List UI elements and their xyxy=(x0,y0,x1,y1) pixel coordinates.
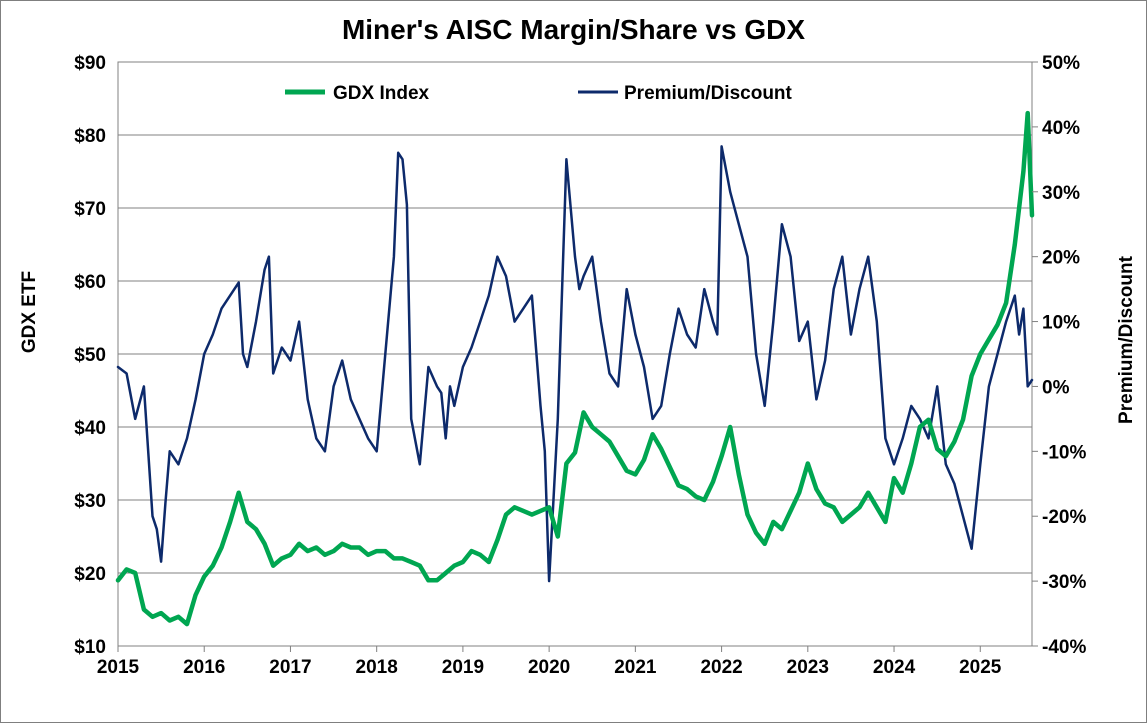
y2-axis-label: Premium/Discount xyxy=(1116,255,1137,424)
y2-tick-label: -30% xyxy=(1042,572,1086,593)
y-tick-label: $30 xyxy=(74,491,106,512)
y-axis-label: GDX ETF xyxy=(19,271,40,353)
y-tick-label: $10 xyxy=(74,637,106,658)
x-tick-label: 2022 xyxy=(700,657,742,678)
x-tick-label: 2025 xyxy=(959,657,1002,678)
y-tick-label: $50 xyxy=(74,345,106,366)
legend: GDX Index Premium/Discount xyxy=(285,83,793,104)
x-axis-ticks: 2015 2016 2017 2018 2019 2020 2021 2022 2023 2024… xyxy=(97,646,1002,678)
x-tick-label: 2019 xyxy=(442,657,484,678)
plot-area xyxy=(117,61,1033,647)
y2-tick-label: 20% xyxy=(1042,248,1080,269)
gridlines xyxy=(118,134,1032,574)
y-axis-ticks: $10 $20 $30 $40 $50 $60 $70 $80 $90 xyxy=(74,53,106,658)
x-tick-label: 2020 xyxy=(528,657,570,678)
x-tick-label: 2018 xyxy=(356,657,398,678)
y-tick-label: $70 xyxy=(74,199,106,220)
series-layer xyxy=(115,110,1035,627)
y2-tick-label: 30% xyxy=(1042,183,1080,204)
y2-tick-label: 0% xyxy=(1042,377,1070,398)
chart-title: Miner's AISC Margin/Share vs GDX xyxy=(341,14,806,45)
y-tick-label: $80 xyxy=(74,126,106,147)
y2-tick-label: 10% xyxy=(1042,313,1080,334)
y-tick-label: $40 xyxy=(74,418,106,439)
x-tick-label: 2024 xyxy=(873,657,916,678)
series-line-gdx-index xyxy=(115,110,1035,627)
y2-tick-label: -20% xyxy=(1042,507,1086,528)
legend-label-premium-discount: Premium/Discount xyxy=(624,83,793,104)
x-tick-label: 2021 xyxy=(614,657,657,678)
y2-tick-label: 50% xyxy=(1042,53,1080,74)
y-tick-label: $20 xyxy=(74,564,106,585)
y-tick-label: $90 xyxy=(74,53,106,74)
y2-tick-label: -40% xyxy=(1042,637,1086,658)
y2-axis-ticks: -40% -30% -20% -10% 0% 10% 20% 30% 40% 50% xyxy=(1032,53,1086,658)
y2-tick-label: 40% xyxy=(1042,118,1080,139)
x-tick-label: 2017 xyxy=(269,657,311,678)
x-tick-label: 2016 xyxy=(183,657,225,678)
y-tick-label: $60 xyxy=(74,272,106,293)
x-tick-label: 2015 xyxy=(97,657,140,678)
x-tick-label: 2023 xyxy=(787,657,829,678)
series-line-premium-discount xyxy=(116,145,1034,583)
y2-tick-label: -10% xyxy=(1042,442,1086,463)
legend-label-gdx-index: GDX Index xyxy=(333,83,430,104)
